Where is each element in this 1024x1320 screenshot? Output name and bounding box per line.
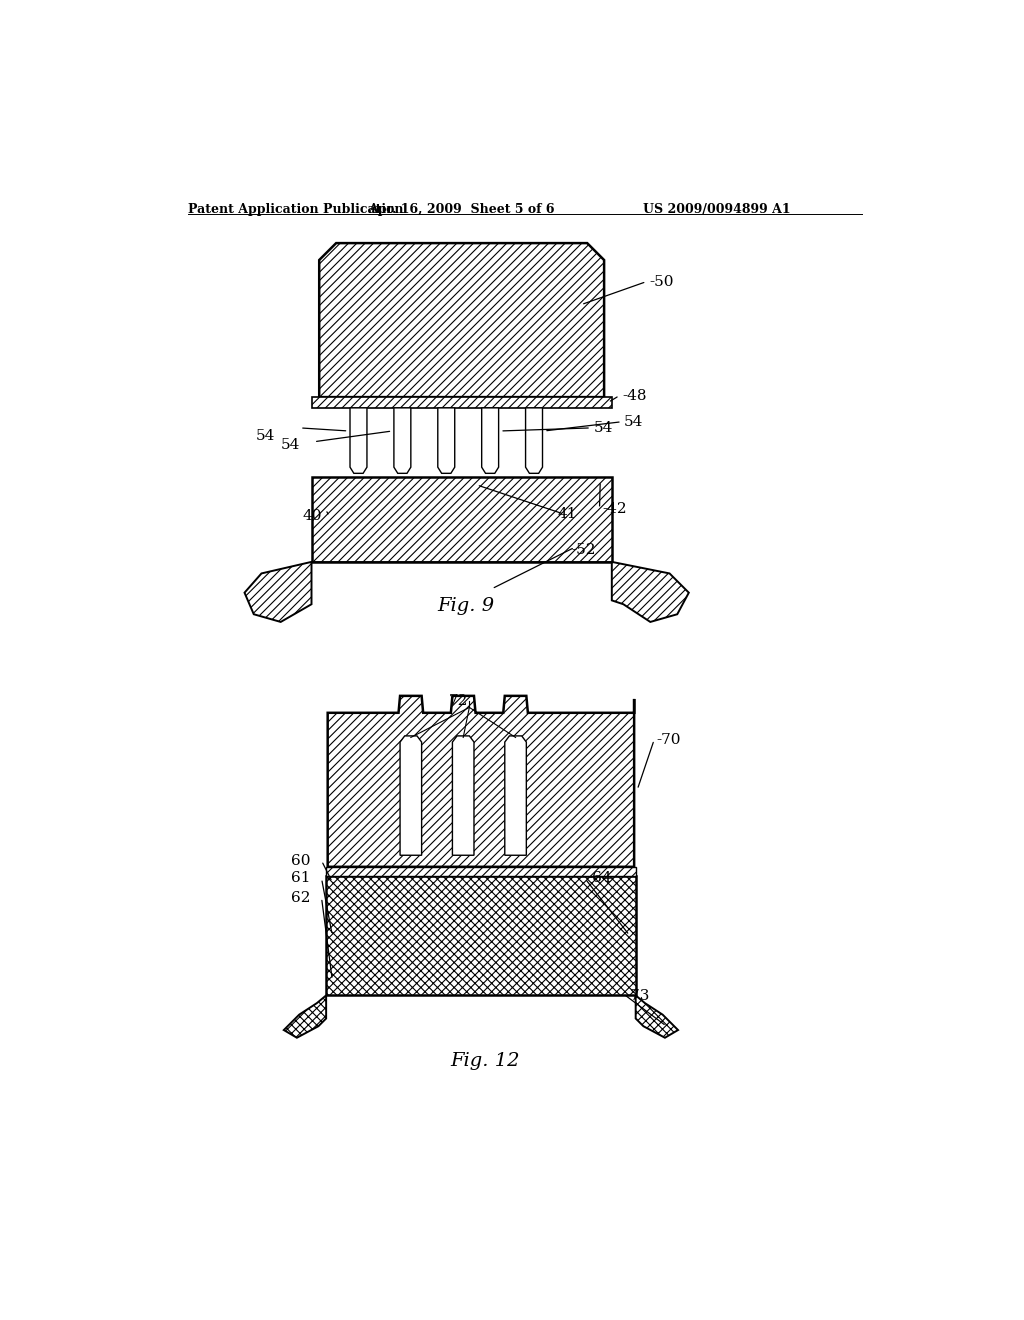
Polygon shape — [328, 696, 634, 867]
Text: 61: 61 — [291, 871, 310, 886]
Polygon shape — [326, 867, 636, 876]
Polygon shape — [245, 562, 311, 622]
Text: Fig. 12: Fig. 12 — [450, 1052, 519, 1069]
Polygon shape — [319, 243, 604, 397]
Text: -64: -64 — [587, 871, 611, 886]
Text: 62: 62 — [291, 891, 310, 904]
Text: -73: -73 — [626, 989, 650, 1003]
Text: 40: 40 — [302, 510, 322, 524]
Text: -48: -48 — [623, 388, 647, 403]
Text: -42: -42 — [602, 502, 627, 516]
Polygon shape — [326, 876, 636, 995]
Text: 54: 54 — [625, 414, 643, 429]
Text: Apr. 16, 2009  Sheet 5 of 6: Apr. 16, 2009 Sheet 5 of 6 — [369, 203, 555, 216]
Polygon shape — [525, 408, 543, 474]
Polygon shape — [611, 562, 689, 622]
Text: Fig. 9: Fig. 9 — [437, 597, 494, 615]
Text: US 2009/0094899 A1: US 2009/0094899 A1 — [643, 203, 791, 216]
Polygon shape — [311, 397, 611, 408]
Polygon shape — [311, 478, 611, 562]
Text: -70: -70 — [656, 733, 681, 747]
Polygon shape — [481, 408, 499, 474]
Polygon shape — [636, 995, 678, 1038]
Text: 54: 54 — [256, 429, 275, 442]
Polygon shape — [505, 737, 526, 855]
Text: -52: -52 — [571, 543, 596, 557]
Polygon shape — [453, 737, 474, 855]
Text: 54: 54 — [593, 421, 612, 434]
Text: 72: 72 — [449, 694, 468, 709]
Text: -50: -50 — [649, 275, 674, 289]
Text: 41: 41 — [558, 507, 578, 521]
Polygon shape — [400, 737, 422, 855]
Text: 54: 54 — [281, 438, 300, 451]
Polygon shape — [350, 408, 367, 474]
Text: 60: 60 — [291, 854, 310, 867]
Polygon shape — [284, 995, 326, 1038]
Polygon shape — [438, 408, 455, 474]
Text: Patent Application Publication: Patent Application Publication — [188, 203, 403, 216]
Polygon shape — [394, 408, 411, 474]
